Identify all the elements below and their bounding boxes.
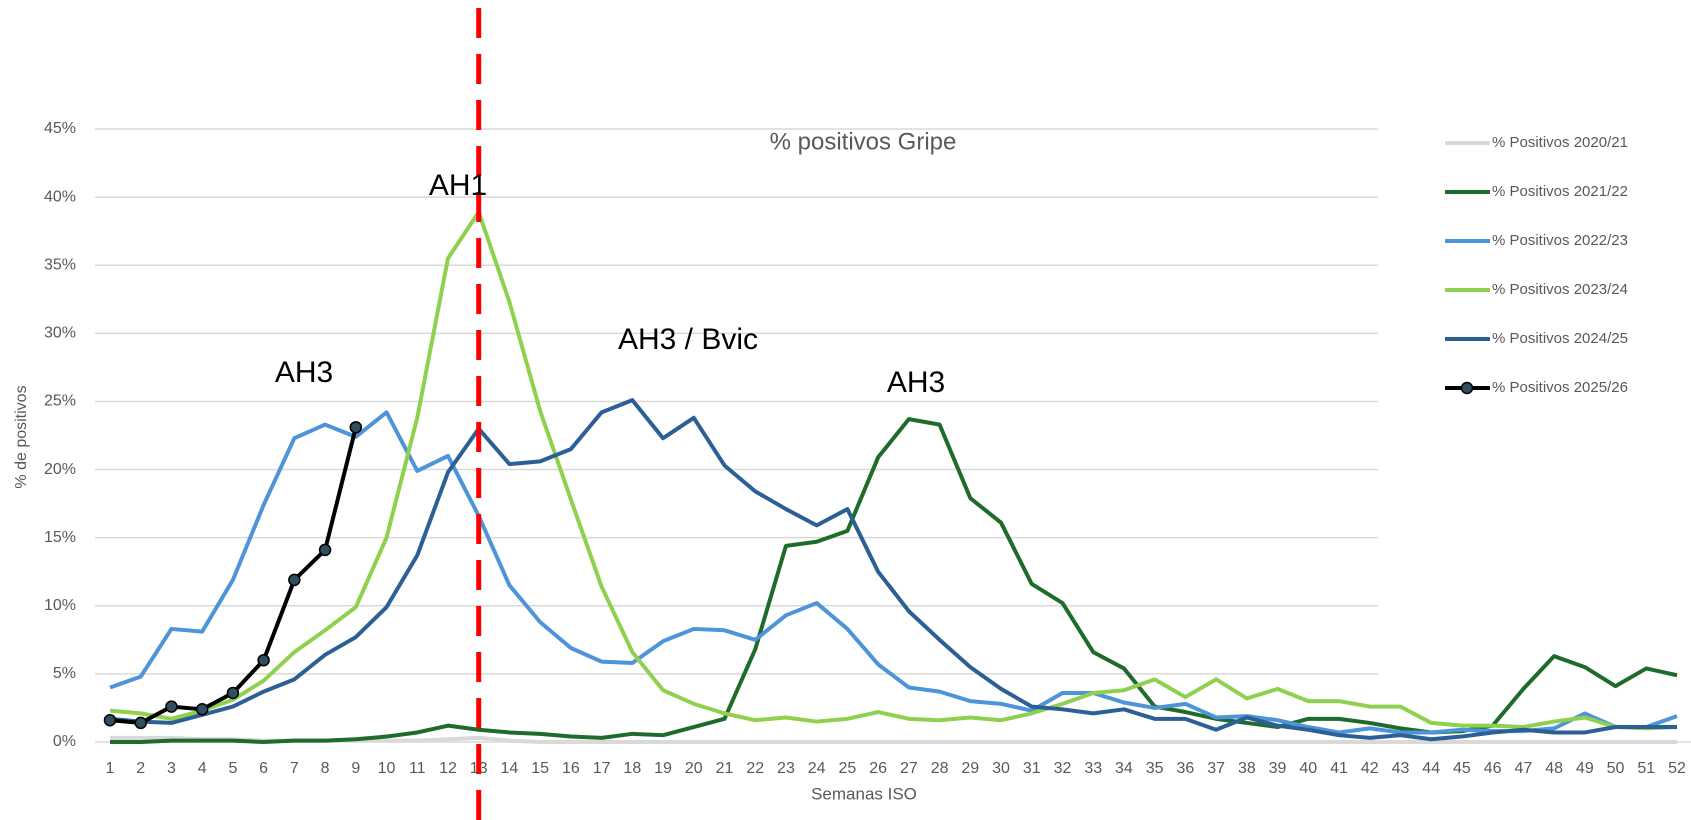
annotation: AH3 xyxy=(887,366,945,399)
x-tick-label: 38 xyxy=(1238,760,1256,777)
x-tick-label: 14 xyxy=(501,760,519,777)
annotation: AH1 xyxy=(429,169,487,202)
x-tick-label: 16 xyxy=(562,760,580,777)
x-tick-label: 8 xyxy=(321,760,330,777)
data-point xyxy=(226,686,240,700)
series-line xyxy=(110,735,1677,744)
x-tick-label: 43 xyxy=(1392,760,1410,777)
x-tick-label: 48 xyxy=(1545,760,1563,777)
series-line xyxy=(109,398,1677,742)
x-tick-label: 28 xyxy=(931,760,949,777)
legend-label: % Positivos 2025/26 xyxy=(1492,379,1628,396)
x-tick-label: 52 xyxy=(1668,760,1686,777)
x-tick-label: 7 xyxy=(290,760,299,777)
y-tick-label: 15% xyxy=(44,529,76,546)
x-tick-label: 11 xyxy=(409,760,426,777)
x-tick-label: 1 xyxy=(106,760,115,777)
legend-label: % Positivos 2023/24 xyxy=(1492,281,1628,298)
x-tick-label: 31 xyxy=(1023,760,1041,777)
y-tick-label: 10% xyxy=(44,597,76,614)
data-point xyxy=(288,573,301,587)
x-tick-label: 21 xyxy=(716,760,734,777)
data-point xyxy=(318,543,332,557)
y-axis-label: % de positivos xyxy=(13,385,30,488)
y-tick-label: 30% xyxy=(44,325,76,342)
x-tick-label: 10 xyxy=(378,760,396,777)
data-point xyxy=(195,703,209,716)
y-tick-label: 40% xyxy=(44,188,76,205)
series-line xyxy=(109,210,1678,731)
legend-marker xyxy=(1460,381,1474,395)
x-tick-label: 33 xyxy=(1084,760,1102,777)
legend-label: % Positivos 2020/21 xyxy=(1492,134,1628,151)
x-tick-label: 12 xyxy=(439,760,457,777)
x-tick-label: 20 xyxy=(685,760,703,777)
x-tick-label: 50 xyxy=(1607,760,1625,777)
x-tick-label: 5 xyxy=(228,760,237,777)
x-tick-label: 24 xyxy=(808,760,826,777)
x-tick-label: 40 xyxy=(1299,760,1317,777)
x-tick-label: 45 xyxy=(1453,760,1471,777)
series-line xyxy=(109,410,1678,735)
annotation: AH3 / Bvic xyxy=(618,323,758,356)
legend-label: % Positivos 2022/23 xyxy=(1492,232,1628,249)
x-tick-label: 18 xyxy=(623,760,641,777)
x-tick-label: 42 xyxy=(1361,760,1379,777)
x-axis-label: Semanas ISO xyxy=(811,784,917,803)
data-point xyxy=(103,713,117,727)
x-tick-label: 29 xyxy=(961,760,979,777)
x-tick-label: 36 xyxy=(1176,760,1194,777)
chart-title: % positivos Gripe xyxy=(770,128,957,155)
y-tick-label: 25% xyxy=(44,393,76,410)
x-tick-label: 9 xyxy=(351,760,360,777)
x-tick-label: 15 xyxy=(531,760,549,777)
x-tick-label: 19 xyxy=(654,760,672,777)
x-tick-label: 37 xyxy=(1207,760,1225,777)
x-tick-label: 41 xyxy=(1330,760,1348,777)
x-tick-label: 30 xyxy=(992,760,1010,777)
x-tick-label: 17 xyxy=(593,760,611,777)
x-tick-label: 51 xyxy=(1637,760,1655,777)
x-tick-label: 32 xyxy=(1054,760,1072,777)
legend-label: % Positivos 2024/25 xyxy=(1492,330,1628,347)
x-tick-label: 26 xyxy=(869,760,887,777)
data-point xyxy=(165,700,178,713)
y-tick-label: 5% xyxy=(53,665,76,682)
x-tick-label: 2 xyxy=(136,760,145,777)
series-line xyxy=(110,417,1678,744)
x-tick-label: 49 xyxy=(1576,760,1594,777)
data-point xyxy=(134,716,147,730)
x-tick-label: 34 xyxy=(1115,760,1133,777)
x-tick-label: 27 xyxy=(900,760,918,777)
data-point xyxy=(257,654,270,667)
x-tick-label: 25 xyxy=(839,760,857,777)
x-tick-label: 4 xyxy=(198,760,207,777)
x-tick-label: 22 xyxy=(746,760,764,777)
x-tick-label: 39 xyxy=(1269,760,1287,777)
x-tick-label: 47 xyxy=(1514,760,1532,777)
annotation: AH3 xyxy=(275,356,333,389)
y-tick-label: 20% xyxy=(44,461,76,478)
y-tick-label: 45% xyxy=(44,120,76,137)
x-tick-label: 3 xyxy=(167,760,176,777)
x-tick-label: 6 xyxy=(259,760,268,777)
legend-label: % Positivos 2021/22 xyxy=(1492,183,1628,200)
x-tick-label: 23 xyxy=(777,760,795,777)
y-tick-label: 35% xyxy=(44,256,76,273)
x-tick-label: 44 xyxy=(1422,760,1440,777)
data-point xyxy=(349,421,363,434)
y-tick-label: 0% xyxy=(53,733,76,750)
x-tick-label: 35 xyxy=(1146,760,1164,777)
x-tick-label: 46 xyxy=(1484,760,1502,777)
